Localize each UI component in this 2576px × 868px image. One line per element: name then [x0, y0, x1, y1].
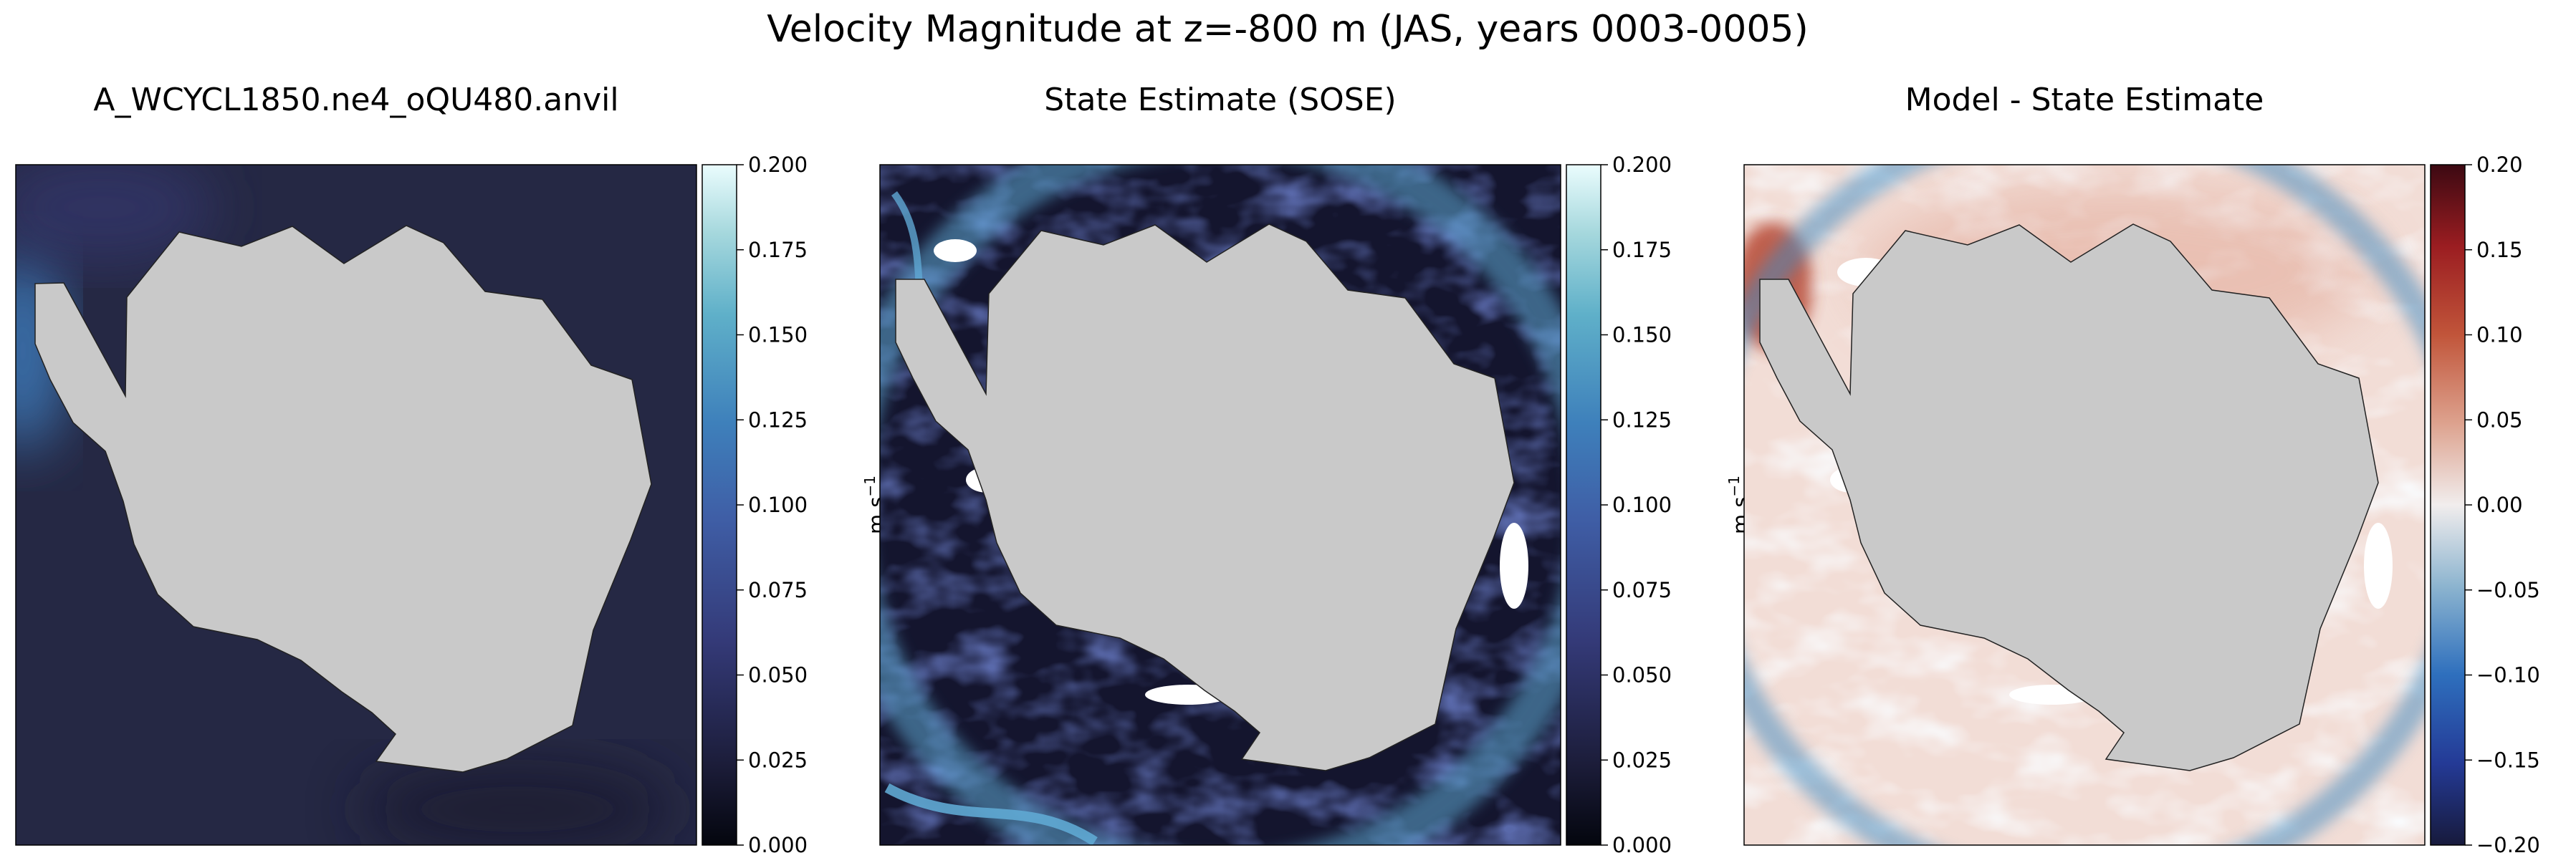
colorbar-tick-label: 0.075	[1612, 578, 1672, 602]
colorbar-label-sup: −1	[861, 476, 878, 496]
colorbar-tick-label: 0.125	[1612, 408, 1672, 432]
colorbar-tick-label: 0.025	[1612, 748, 1672, 772]
colorbar-gradient	[1566, 164, 1601, 846]
colorbar-tick-label: −0.05	[2476, 578, 2540, 602]
colorbar-tick-label: 0.150	[748, 323, 808, 347]
colorbar-tick-label: 0.05	[2476, 408, 2523, 432]
colorbar-tick-label: 0.000	[1612, 833, 1672, 857]
colorbar-tick-label: −0.15	[2476, 748, 2540, 772]
jet-streak	[884, 783, 1098, 845]
colorbar-gradient	[2430, 164, 2466, 846]
colorbar-tick-label: 0.025	[748, 748, 808, 772]
panel-title: Model - State Estimate	[1905, 82, 2264, 118]
colorbar: −0.20 −0.15 −0.10 −0.05 0.00 0.05 0.10 0.15 0.20…	[2430, 153, 2576, 857]
map-frame	[1743, 164, 2426, 846]
antarctica-land	[895, 223, 1515, 771]
colorbar-gradient	[702, 164, 737, 846]
colorbar: 0.000 0.025 0.050 0.075 0.100 0.125 0.150 0.175…	[702, 153, 889, 857]
panel-title: A_WCYCL1850.ne4_oQU480.anvil	[93, 82, 618, 118]
colorbar: 0.000 0.025 0.050 0.075 0.100 0.125 0.150 0.175…	[1566, 153, 1753, 857]
colorbar-tick-label: 0.10	[2476, 323, 2523, 347]
colorbar-tick-label: −0.20	[2476, 833, 2540, 857]
antarctica-land	[1759, 223, 2379, 771]
current-patch	[360, 759, 675, 845]
colorbar-tick-label: −0.10	[2476, 663, 2540, 688]
current-patch	[16, 165, 216, 265]
colorbar-tick-label: 0.00	[2476, 493, 2523, 517]
figure-title: Velocity Magnitude at z=-800 m (JAS, yea…	[767, 8, 1809, 51]
colorbar-tick-label: 0.125	[748, 408, 808, 432]
colorbar-tick-label: 0.200	[1612, 153, 1672, 177]
panel-3: Model - State Estimate−0.20−0.15−0.10−0.…	[1743, 82, 2576, 857]
panels: A_WCYCL1850.ne4_oQU480.anvil0.0000.0250.…	[15, 82, 2576, 857]
map-frame	[879, 164, 1561, 846]
colorbar-tick-label: 0.15	[2476, 238, 2523, 262]
missing-data-patch	[1500, 523, 1528, 609]
colorbar-tick-label: 0.175	[1612, 238, 1672, 262]
missing-data-patch	[934, 239, 977, 262]
map-field	[1744, 165, 2425, 845]
missing-data-patch	[2364, 523, 2393, 609]
colorbar-tick-label: 0.150	[1612, 323, 1672, 347]
colorbar-tick-label: 0.050	[748, 663, 808, 688]
map-frame	[15, 164, 697, 846]
colorbar-tick-label: 0.100	[1612, 493, 1672, 517]
colorbar-tick-label: 0.200	[748, 153, 808, 177]
colorbar-label-sup: −1	[1725, 476, 1743, 496]
panel-1: A_WCYCL1850.ne4_oQU480.anvil0.0000.0250.…	[15, 82, 889, 857]
colorbar-tick-label: 0.050	[1612, 663, 1672, 688]
panel-2: State Estimate (SOSE) 0.000 0.025 0.050 0.07…	[879, 82, 1753, 857]
colorbar-tick-label: 0.20	[2476, 153, 2523, 177]
colorbar-tick-label: 0.100	[748, 493, 808, 517]
antarctica-land	[34, 225, 652, 773]
map-field	[16, 165, 696, 845]
colorbar-tick-label: 0.075	[748, 578, 808, 602]
colorbar-tick-label: 0.175	[748, 238, 808, 262]
panel-title: State Estimate (SOSE)	[1044, 82, 1396, 118]
colorbar-tick-label: 0.000	[748, 833, 808, 857]
map-field	[880, 165, 1561, 845]
